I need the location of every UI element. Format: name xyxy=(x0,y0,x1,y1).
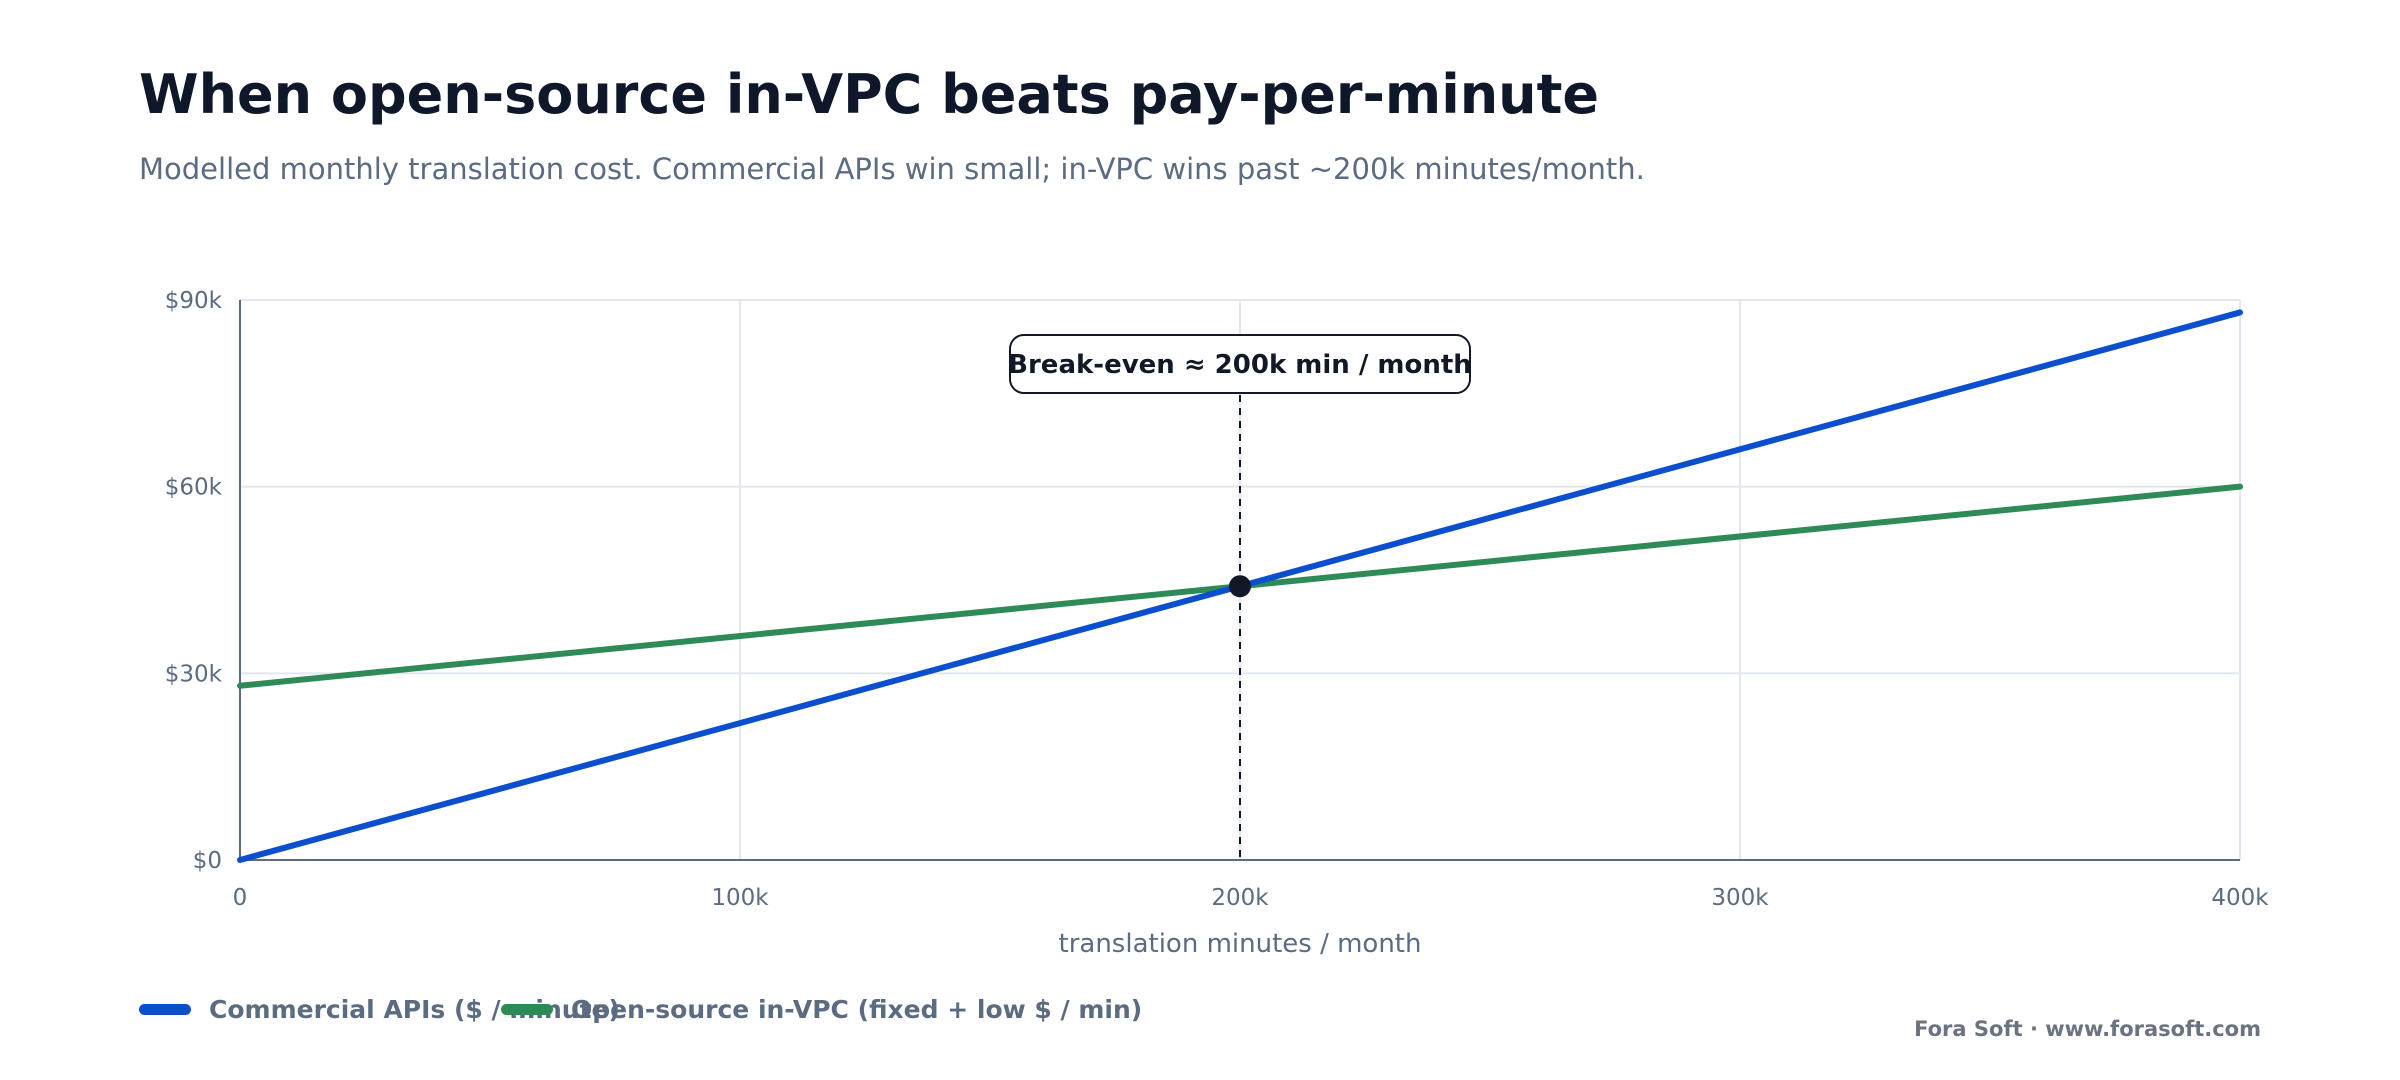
legend-swatch-open-source xyxy=(501,1004,553,1015)
break-even-label: Break-even ≈ 200k min / month xyxy=(1008,350,1472,380)
y-tick-label: $90k xyxy=(165,288,223,314)
y-tick-label: $30k xyxy=(165,661,223,687)
break-even-point xyxy=(1229,575,1251,598)
x-tick-label: 0 xyxy=(233,885,248,911)
x-tick-label: 200k xyxy=(1211,885,1269,911)
x-tick-label: 100k xyxy=(711,885,769,911)
x-axis-label: translation minutes / month xyxy=(1059,929,1422,959)
legend-item-open-source: Open-source in-VPC (fixed + low $ / min) xyxy=(501,995,1142,1024)
legend-label-open-source: Open-source in-VPC (fixed + low $ / min) xyxy=(571,995,1143,1024)
x-tick-label: 300k xyxy=(1711,885,1769,911)
x-tick-label: 400k xyxy=(2211,885,2269,911)
chart-title: When open-source in-VPC beats pay-per-mi… xyxy=(139,63,1600,126)
break-even-label-box xyxy=(1009,334,1471,394)
chart-subtitle: Modelled monthly translation cost. Comme… xyxy=(139,152,1645,186)
y-tick-label: $0 xyxy=(193,848,222,874)
legend-swatch-commercial xyxy=(139,1004,191,1015)
footer-credit: Fora Soft · www.forasoft.com xyxy=(1914,1017,2261,1041)
y-tick-label: $60k xyxy=(165,475,223,501)
